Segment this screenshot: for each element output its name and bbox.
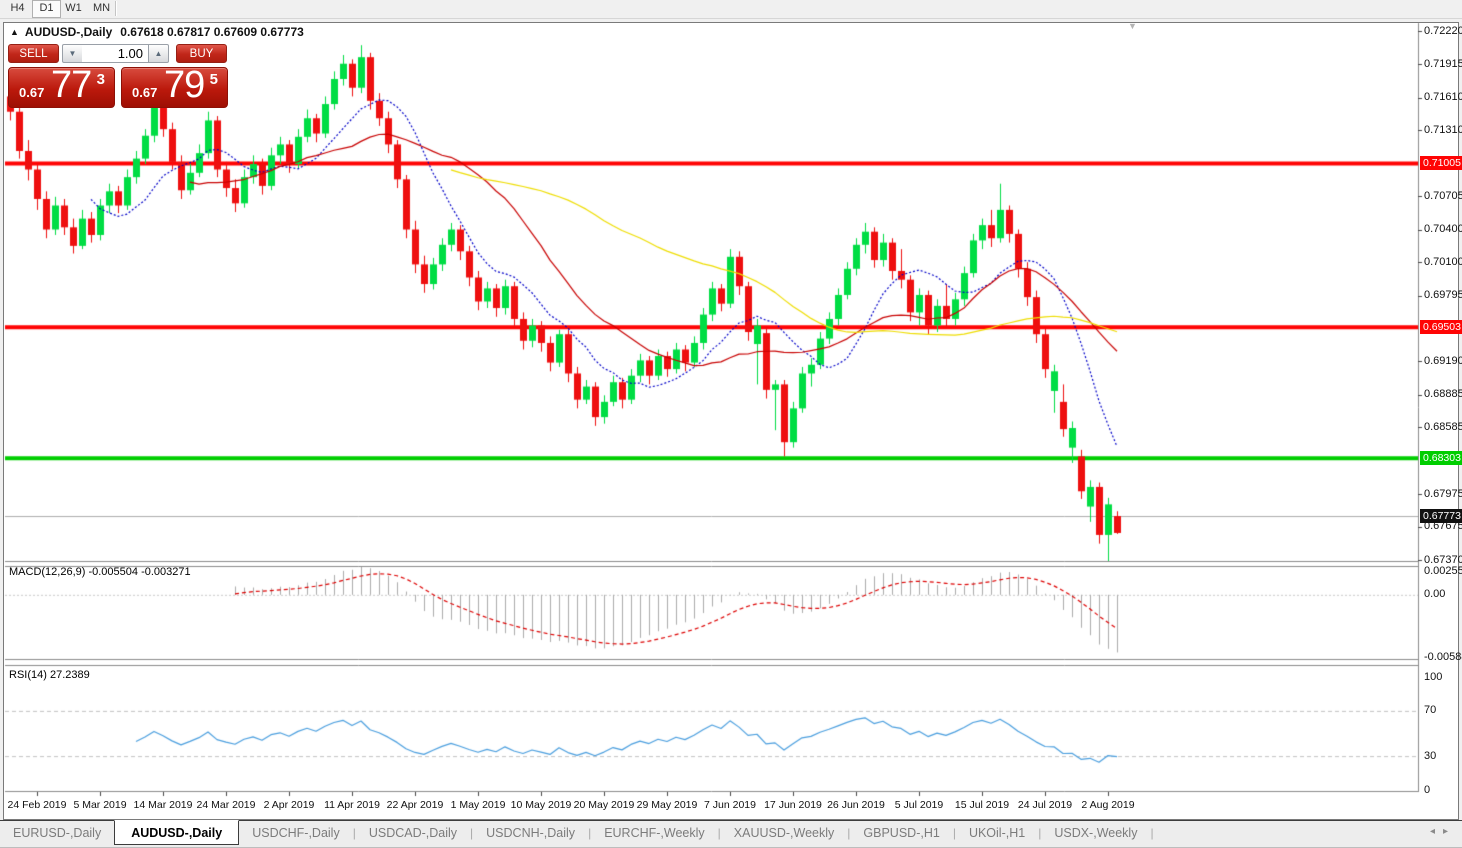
chart-title: ▲ AUDUSD-,Daily 0.67618 0.67817 0.67609 0.…: [10, 25, 304, 39]
price-tick-label: 0.70400: [1424, 223, 1462, 235]
date-tick-label: 24 Jul 2019: [1017, 799, 1073, 811]
price-tick-label: 0.69190: [1424, 354, 1462, 367]
date-tick-label: 1 May 2019: [450, 799, 506, 811]
tab-separator: |: [588, 826, 592, 840]
price-tick-label: 0.71915: [1424, 57, 1462, 70]
chart-tab-usdcnh-daily[interactable]: USDCNH-,Daily: [486, 826, 576, 840]
resistance-level-label: 0.71005: [1420, 156, 1462, 171]
tab-separator: |: [352, 826, 356, 840]
price-tick-label: 0.70100: [1424, 255, 1462, 268]
sell-button[interactable]: SELL: [8, 44, 59, 63]
date-tick-label: 17 Jun 2019: [764, 799, 822, 811]
tab-separator: |: [470, 826, 474, 840]
date-tick-label: 2 Apr 2019: [263, 799, 315, 811]
date-tick-label: 22 Apr 2019: [386, 799, 444, 811]
chart-tab-gbpusd-h1[interactable]: GBPUSD-,H1: [863, 826, 940, 840]
rsi-scale-0: 0: [1424, 783, 1431, 796]
date-tick-label: 5 Jul 2019: [894, 799, 944, 811]
price-tick-label: 0.68885: [1424, 388, 1462, 401]
chart-tab-usdchf-daily[interactable]: USDCHF-,Daily: [252, 826, 340, 840]
chart-ohlc-values: 0.67618 0.67817 0.67609 0.67773: [120, 25, 304, 39]
sell-price-box[interactable]: 0.67 77 3: [8, 64, 115, 108]
macd-indicator-label: MACD(12,26,9) -0.005504 -0.003271: [9, 566, 191, 578]
macd-scale-min: -0.005888: [1424, 651, 1462, 663]
chart-symbol-label: AUDUSD-,Daily: [24, 25, 113, 39]
price-tick-label: 0.67675: [1424, 520, 1462, 533]
date-tick-label: 7 Jun 2019: [704, 799, 756, 811]
chart-tab-xauusd-weekly[interactable]: XAUUSD-,Weekly: [733, 826, 835, 840]
buy-price-box[interactable]: 0.67 79 5: [121, 64, 228, 108]
chart-tab-bar: EURUSD-,Daily AUDUSD-,Daily USDCHF-,Daily |…: [0, 820, 1462, 848]
date-tick-label: 29 May 2019: [636, 799, 698, 811]
current-price-label: 0.67773: [1420, 508, 1462, 523]
tab-separator: |: [952, 826, 956, 840]
buy-button[interactable]: BUY: [176, 44, 227, 63]
price-tick-label: 0.67370: [1424, 553, 1462, 566]
one-click-trading-panel: SELL ▼ ▲ BUY 0.67 77 3 0.67 79 5: [8, 44, 228, 108]
volume-increase-button[interactable]: ▲: [148, 44, 169, 63]
chart-tab-usdx-weekly[interactable]: USDX-,Weekly: [1054, 826, 1138, 840]
macd-scale-zero: 0.00: [1424, 588, 1446, 601]
tab-separator: |: [1038, 826, 1042, 840]
date-tick-label: 24 Feb 2019: [7, 799, 67, 811]
tab-separator: |: [1150, 826, 1154, 840]
macd-scale-max: 0.002553: [1424, 565, 1462, 577]
sell-price-prefix: 0.67: [19, 85, 45, 100]
date-tick-label: 2 Aug 2019: [1081, 799, 1135, 811]
date-tick-label: 15 Jul 2019: [954, 799, 1010, 811]
buy-price-main: 79: [164, 64, 205, 106]
buy-price-pip: 5: [209, 71, 218, 88]
date-tick-label: 11 Apr 2019: [324, 799, 380, 811]
price-tick-label: 0.71310: [1424, 123, 1462, 136]
price-tick-label: 0.72220: [1424, 24, 1462, 37]
chart-tab-ukoil-h1[interactable]: UKOil-,H1: [968, 826, 1026, 840]
rsi-scale-30: 30: [1424, 749, 1437, 762]
date-tick-label: 20 May 2019: [573, 799, 635, 811]
rsi-indicator-label: RSI(14) 27.2389: [9, 669, 90, 681]
buy-price-prefix: 0.67: [132, 85, 158, 100]
trade-controls-row: SELL ▼ ▲ BUY: [8, 44, 228, 64]
price-tick-label: 0.70705: [1424, 189, 1462, 202]
price-tick-label: 0.71610: [1424, 91, 1462, 104]
chart-tab-audusd-daily[interactable]: AUDUSD-,Daily: [114, 820, 240, 845]
date-tick-label: 24 Mar 2019: [196, 799, 256, 811]
sell-price-pip: 3: [96, 71, 105, 88]
chart-tab-usdcad-daily[interactable]: USDCAD-,Daily: [368, 826, 458, 840]
tab-separator: |: [847, 826, 851, 840]
date-tick-label: 10 May 2019: [510, 799, 572, 811]
price-tick-label: 0.68585: [1424, 420, 1462, 433]
sell-price-main: 77: [51, 64, 92, 106]
chart-tab-eurusd-daily[interactable]: EURUSD-,Daily: [13, 826, 102, 840]
rsi-scale-100: 100: [1424, 670, 1443, 683]
chart-tab-eurchf-weekly[interactable]: EURCHF-,Weekly: [604, 826, 705, 840]
chart-shift-icon[interactable]: ▼: [1128, 21, 1137, 31]
tab-separator: |: [717, 826, 721, 840]
date-tick-label: 5 Mar 2019: [73, 799, 127, 811]
resistance-level-label: 0.69503: [1420, 319, 1462, 334]
tab-scroll-arrows[interactable]: ◂▸: [1430, 826, 1456, 837]
price-tick-label: 0.67975: [1424, 487, 1462, 500]
symbol-marker-icon: ▲: [10, 27, 19, 37]
date-tick-label: 26 Jun 2019: [827, 799, 885, 811]
volume-input[interactable]: [82, 44, 149, 63]
tab-scroll-left-icon[interactable]: ◂: [1429, 826, 1443, 837]
tab-scroll-right-icon[interactable]: ▸: [1442, 826, 1456, 837]
volume-decrease-button[interactable]: ▼: [62, 44, 83, 63]
price-tick-label: 0.69795: [1424, 289, 1462, 301]
rsi-scale-70: 70: [1424, 704, 1437, 717]
support-level-label: 0.68303: [1420, 450, 1462, 465]
date-tick-label: 14 Mar 2019: [133, 799, 193, 811]
